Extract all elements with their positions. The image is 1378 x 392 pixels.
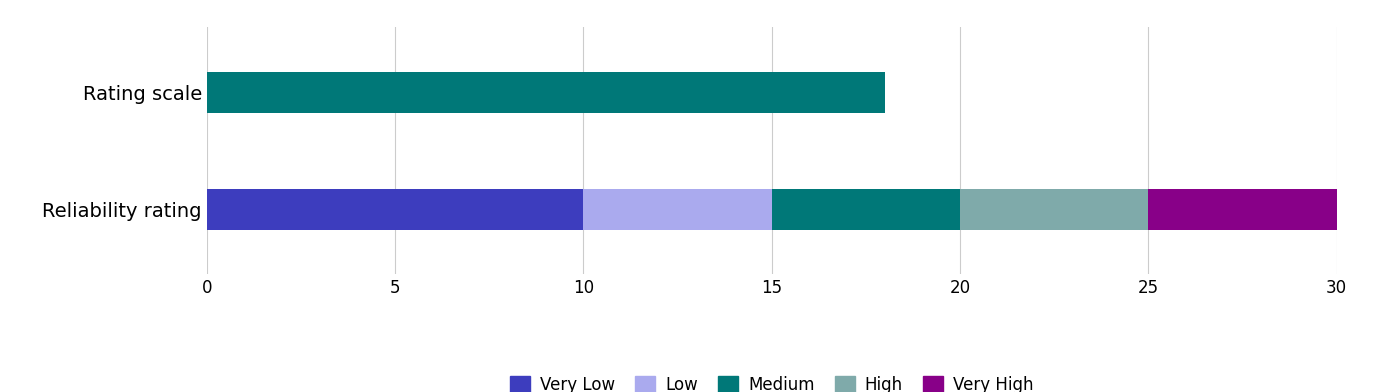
Legend: Very Low, Low, Medium, High, Very High: Very Low, Low, Medium, High, Very High [510,376,1034,392]
Bar [1148,189,1337,230]
Bar [583,189,772,230]
Bar [207,189,583,230]
Bar [207,72,885,113]
Bar [772,189,960,230]
Bar [960,189,1148,230]
